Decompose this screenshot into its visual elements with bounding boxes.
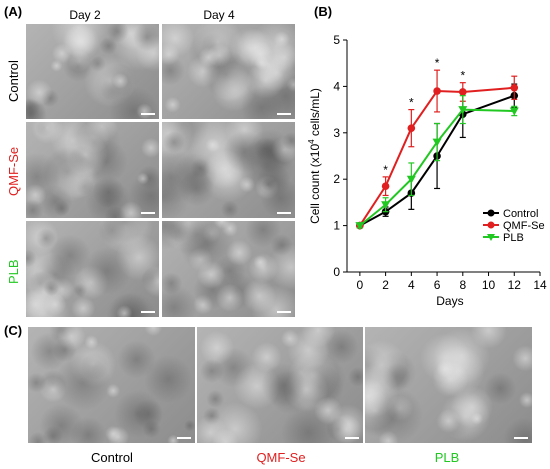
y-tick-label: 4 [333,79,340,93]
plb-point [355,222,365,231]
plb-line [359,108,515,227]
legend-label-plb: PLB [503,232,524,244]
significance-mark: * [383,163,388,177]
micrograph-control-day-4 [162,24,295,119]
x-tick-label: 14 [533,278,547,292]
y-tick-label: 3 [333,126,340,140]
panel-c-label: (C) [4,323,23,338]
plb-point [458,106,468,115]
row-label-qmf-se: QMF-Se [6,146,21,196]
x-tick-label: 10 [482,278,496,292]
y-tick-label: 1 [333,219,340,233]
x-tick-label: 2 [382,278,389,292]
qmf-se-point [510,83,519,92]
qmf-se-point [433,87,441,95]
legend-label-control: Control [503,208,538,220]
bottom-label-plb: PLB [434,450,460,465]
plb-point [381,201,391,210]
micrograph-qmf-se-c [197,327,363,443]
micrograph-plb-day-2 [26,221,159,317]
qmf-se-point [459,88,467,96]
x-tick-label: 4 [408,278,415,292]
row-label-plb: PLB [6,259,21,284]
plb-point [406,175,416,184]
bottom-label-qmf-se: QMF-Se [256,450,306,465]
significance-mark: * [435,56,440,70]
micrograph-control-day-2 [26,24,159,119]
control-line [359,94,515,227]
significance-mark: * [409,96,414,110]
significance-mark: * [460,69,465,83]
legend-label-qmf-se: QMF-Se [503,220,545,232]
micrograph-plb-c [365,327,532,443]
micrograph-control-c [28,327,195,443]
y-tick-label: 0 [333,265,340,279]
plb-point [432,138,442,147]
x-tick-label: 6 [434,278,441,292]
panel-a-label: (A) [4,4,23,19]
micrograph-qmf-se-day-4 [162,122,295,218]
legend-marker-qmf-se [487,221,495,229]
column-header-day-4: Day 4 [203,8,235,22]
micrograph-plb-day-4 [162,221,295,317]
x-tick-label: 0 [357,278,364,292]
qmf-se-point [381,182,390,190]
x-axis-label: Days [436,294,463,308]
bottom-label-control: Control [91,450,133,465]
column-header-day-2: Day 2 [69,8,101,22]
x-tick-label: 8 [459,278,466,292]
qmf-se-point [407,124,416,132]
micrograph-qmf-se-day-2 [26,122,159,218]
legend-marker-plb [487,234,495,241]
y-tick-label: 2 [333,172,340,186]
y-axis-label: Cell count (x104 cells/mL) [307,88,322,224]
y-tick-label: 5 [333,33,340,47]
row-label-control: Control [6,60,21,102]
plb-point [509,107,519,116]
legend-marker-control [487,209,495,217]
qmf-se-line [359,86,515,227]
x-tick-label: 12 [508,278,522,292]
panel-b-label: (B) [314,4,333,19]
